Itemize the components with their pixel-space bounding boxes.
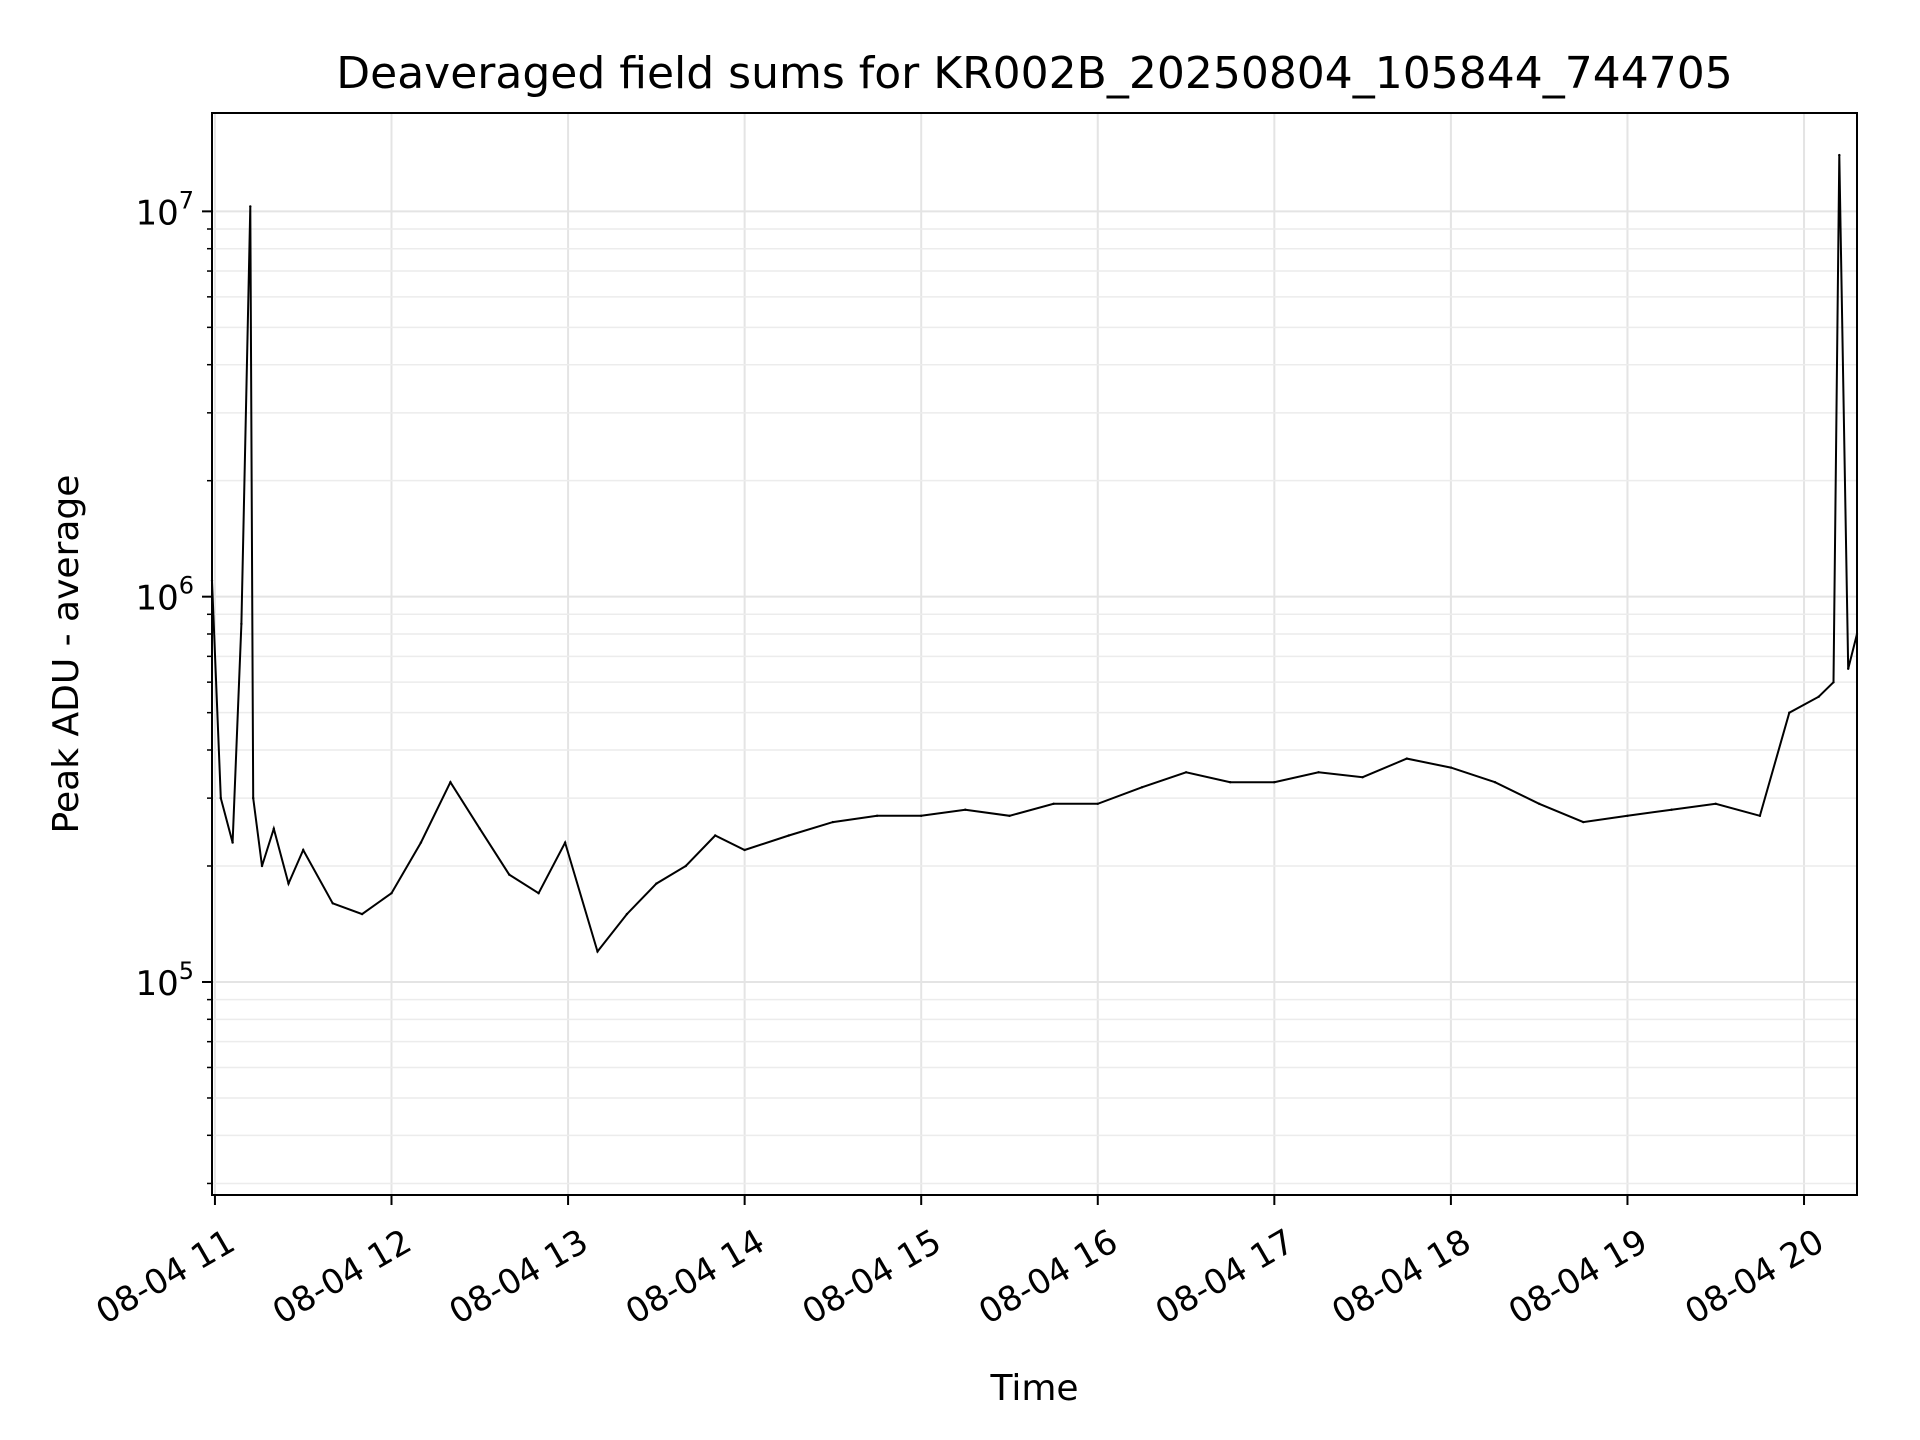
data-point: [1140, 786, 1144, 789]
data-point: [964, 808, 967, 811]
y-tick-label: 107: [135, 186, 194, 233]
data-point: [831, 820, 835, 824]
data-point: [875, 814, 879, 817]
data-point: [625, 912, 629, 916]
data-point: [1670, 808, 1673, 811]
plot-frame: [211, 112, 1858, 1196]
data-point: [563, 841, 567, 844]
data-point: [508, 873, 511, 876]
data-point: [1538, 802, 1541, 805]
data-point: [478, 827, 481, 830]
data-point: [302, 848, 305, 852]
y-tick-base: 10: [135, 964, 178, 1004]
data-point: [287, 882, 290, 885]
data-point: [1758, 814, 1762, 817]
data-point: [787, 834, 790, 837]
data-point: [1229, 781, 1232, 784]
data-point: [1449, 766, 1453, 769]
data-point: [1273, 781, 1276, 784]
y-tick-base: 10: [135, 579, 178, 619]
data-point: [1405, 757, 1409, 760]
y-tick-exponent: 6: [179, 572, 194, 600]
y-axis-label: Peak ADU - average: [46, 475, 87, 834]
x-axis-label: Time: [989, 1368, 1078, 1409]
data-point: [1838, 153, 1841, 157]
data-point: [920, 814, 923, 817]
data-point: [1184, 771, 1188, 774]
grid: [212, 113, 1857, 1195]
data-point: [252, 796, 255, 800]
data-point: [219, 796, 222, 800]
data-point: [1096, 802, 1100, 805]
data-point: [743, 848, 746, 852]
data-point: [596, 950, 599, 953]
data-point: [331, 902, 334, 905]
data-point: [249, 205, 252, 208]
data-point: [1626, 814, 1629, 817]
data-point: [360, 912, 364, 916]
data-point: [260, 864, 264, 868]
data-point: [1832, 681, 1835, 684]
data-point: [1788, 711, 1791, 714]
series-line: [211, 155, 1858, 954]
data-point: [684, 864, 687, 868]
data-point: [1582, 820, 1585, 824]
data-point: [1817, 695, 1820, 698]
y-tick-base: 10: [135, 193, 178, 233]
series-layer: [210, 153, 1859, 954]
y-tick-exponent: 5: [179, 957, 194, 985]
data-point: [240, 622, 243, 626]
data-point: [714, 834, 717, 837]
data-point: [1052, 802, 1055, 805]
data-point: [1493, 781, 1497, 784]
y-tick-label: 106: [135, 572, 194, 619]
data-point: [1361, 776, 1364, 779]
data-point: [537, 892, 540, 895]
data-point: [1317, 771, 1320, 774]
data-point: [449, 781, 452, 784]
data-point: [1847, 667, 1850, 670]
data-point: [231, 841, 234, 844]
y-tick-label: 105: [135, 957, 194, 1004]
data-point: [419, 841, 423, 844]
data-point: [655, 882, 658, 885]
y-tick-exponent: 7: [179, 186, 194, 214]
data-point: [1008, 814, 1011, 817]
data-point: [1714, 802, 1717, 805]
data-point: [272, 827, 275, 830]
data-point: [390, 892, 393, 895]
chart-title: Deaveraged field sums for KR002B_2025080…: [336, 48, 1732, 99]
